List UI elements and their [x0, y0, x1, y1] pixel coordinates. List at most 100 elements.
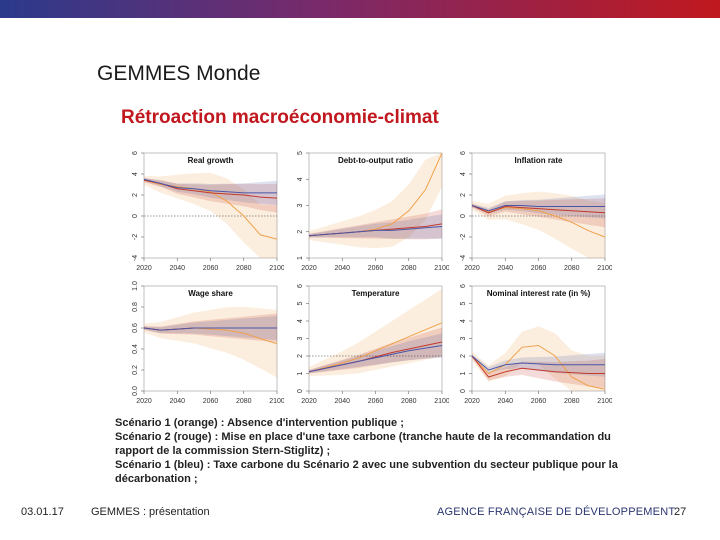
- y-tick-label: 4: [297, 319, 304, 323]
- y-tick-label: 3: [460, 336, 467, 340]
- chart-title: Inflation rate: [514, 156, 563, 165]
- red-series-line: [471, 205, 606, 214]
- y-tick-label: 1: [460, 371, 467, 375]
- blue-series-line: [143, 327, 277, 331]
- chart-svg: Nominal interest rate (in %) 0 1 2 3 4 5 6 2020 2…: [460, 284, 612, 405]
- x-tick-label: 2040: [169, 398, 185, 405]
- chart-panel: Debt-to-output ratio 1 2 3 4 5 2020 2040 2060 208…: [287, 145, 449, 273]
- chart-svg: Inflation rate -4 -2 0 2 4 6 2020 2040 2060 2080 21…: [460, 151, 612, 272]
- y-tick-label: 3: [297, 203, 304, 207]
- orange-series-line: [471, 344, 606, 390]
- orange-uncertainty-band: [309, 288, 442, 377]
- blue-series-line: [143, 178, 277, 194]
- caption-line: rapport de la commission Stern-Stiglitz)…: [115, 445, 331, 457]
- blue-uncertainty-band: [472, 352, 605, 377]
- y-tick-label: 4: [132, 172, 139, 176]
- x-tick-label: 2060: [203, 398, 219, 405]
- x-tick-label: 2020: [301, 265, 317, 272]
- plot-frame: [143, 152, 278, 259]
- caption-line: Scénario 2 (rouge) : Mise en place d'une…: [115, 431, 611, 443]
- footer-presentation: GEMMES : présentation: [91, 506, 210, 518]
- x-tick-label: 2040: [497, 398, 513, 405]
- y-tick-label: 6: [132, 151, 139, 155]
- x-tick-label: 2080: [236, 265, 252, 272]
- chart-title: Wage share: [188, 289, 233, 298]
- slide-title: GEMMES Monde: [97, 62, 261, 85]
- x-tick-label: 2080: [236, 398, 252, 405]
- y-tick-label: 0: [132, 214, 139, 218]
- chart-title: Temperature: [352, 289, 400, 298]
- y-tick-label: 0: [460, 389, 467, 393]
- y-tick-label: 3: [297, 336, 304, 340]
- chart-svg: Wage share 0.0 0.2 0.4 0.6 0.8 1.0 2020 2040 2060…: [132, 281, 284, 405]
- x-tick-label: 2020: [301, 398, 317, 405]
- top-gradient-bar: [0, 0, 720, 18]
- y-tick-label: -2: [132, 234, 139, 240]
- x-tick-label: 2020: [136, 265, 152, 272]
- chart-panel: Temperature 0 1 2 3 4 5 6 2020 2040 2060 2080 2100: [287, 278, 449, 406]
- y-tick-label: 2: [132, 193, 139, 197]
- y-tick-label: 2: [297, 230, 304, 234]
- y-tick-label: -4: [460, 255, 467, 261]
- y-tick-label: 0: [297, 389, 304, 393]
- blue-series-line: [308, 345, 443, 373]
- y-tick-label: 5: [297, 151, 304, 155]
- orange-uncertainty-band: [144, 172, 277, 258]
- x-tick-label: 2080: [401, 265, 417, 272]
- orange-uncertainty-band: [472, 326, 605, 391]
- x-tick-label: 2100: [434, 398, 449, 405]
- y-tick-label: 6: [460, 284, 467, 288]
- chart-panel: Real growth -4 -2 0 2 4 6 2020 2040 2060 2080 2100: [122, 145, 284, 273]
- orange-series-line: [308, 322, 443, 373]
- x-tick-label: 2020: [136, 398, 152, 405]
- x-tick-label: 2060: [531, 265, 547, 272]
- caption-line: Scénario 1 (bleu) : Taxe carbone du Scén…: [115, 459, 618, 471]
- x-tick-label: 2060: [203, 265, 219, 272]
- footer-date: 03.01.17: [21, 506, 64, 518]
- y-tick-label: 4: [297, 177, 304, 181]
- chart-panel: Wage share 0.0 0.2 0.4 0.6 0.8 1.0 2020 2040 2060…: [122, 278, 284, 406]
- y-tick-label: 5: [460, 301, 467, 305]
- chart-panel: Inflation rate -4 -2 0 2 4 6 2020 2040 2060 2080 21…: [450, 145, 612, 273]
- x-tick-label: 2040: [169, 265, 185, 272]
- plot-frame: [143, 285, 278, 392]
- y-tick-label: 0.2: [132, 365, 139, 375]
- y-tick-label: 1: [297, 371, 304, 375]
- y-tick-label: 6: [460, 151, 467, 155]
- red-uncertainty-band: [472, 354, 605, 388]
- red-uncertainty-band: [309, 209, 442, 240]
- x-tick-label: 2080: [564, 265, 580, 272]
- x-tick-label: 2040: [497, 265, 513, 272]
- y-tick-label: 1.0: [132, 281, 139, 291]
- x-tick-label: 2100: [434, 265, 449, 272]
- chart-title: Real growth: [188, 156, 234, 165]
- x-tick-label: 2040: [334, 265, 350, 272]
- y-tick-label: 2: [297, 354, 304, 358]
- y-tick-label: 4: [460, 172, 467, 176]
- y-tick-label: 4: [460, 319, 467, 323]
- chart-title: Debt-to-output ratio: [338, 156, 413, 165]
- caption-line: Scénario 1 (orange) : Absence d'interven…: [115, 417, 404, 429]
- x-tick-label: 2020: [464, 265, 480, 272]
- x-tick-label: 2060: [368, 398, 384, 405]
- footer-page-number: 27: [674, 506, 687, 518]
- y-tick-label: 2: [460, 354, 467, 358]
- plot-frame: [308, 152, 443, 259]
- y-tick-label: 0.6: [132, 323, 139, 333]
- caption-line: décarbonation ;: [115, 473, 198, 485]
- y-tick-label: 6: [297, 284, 304, 288]
- x-tick-label: 2060: [368, 265, 384, 272]
- blue-uncertainty-band: [309, 214, 442, 239]
- slide-subtitle: Rétroaction macroéconomie-climat: [121, 107, 439, 128]
- chart-panel: Nominal interest rate (in %) 0 1 2 3 4 5 6 2020 2…: [450, 278, 612, 406]
- x-tick-label: 2060: [531, 398, 547, 405]
- footer-organization: AGENCE FRANÇAISE DE DÉVELOPPEMENT: [437, 506, 676, 518]
- plot-frame: [308, 285, 443, 392]
- x-tick-label: 2100: [597, 398, 612, 405]
- x-tick-label: 2040: [334, 398, 350, 405]
- orange-uncertainty-band: [472, 191, 605, 258]
- y-tick-label: 0.0: [132, 386, 139, 396]
- y-tick-label: 0.8: [132, 302, 139, 312]
- red-series-line: [471, 355, 605, 378]
- x-tick-label: 2100: [269, 398, 284, 405]
